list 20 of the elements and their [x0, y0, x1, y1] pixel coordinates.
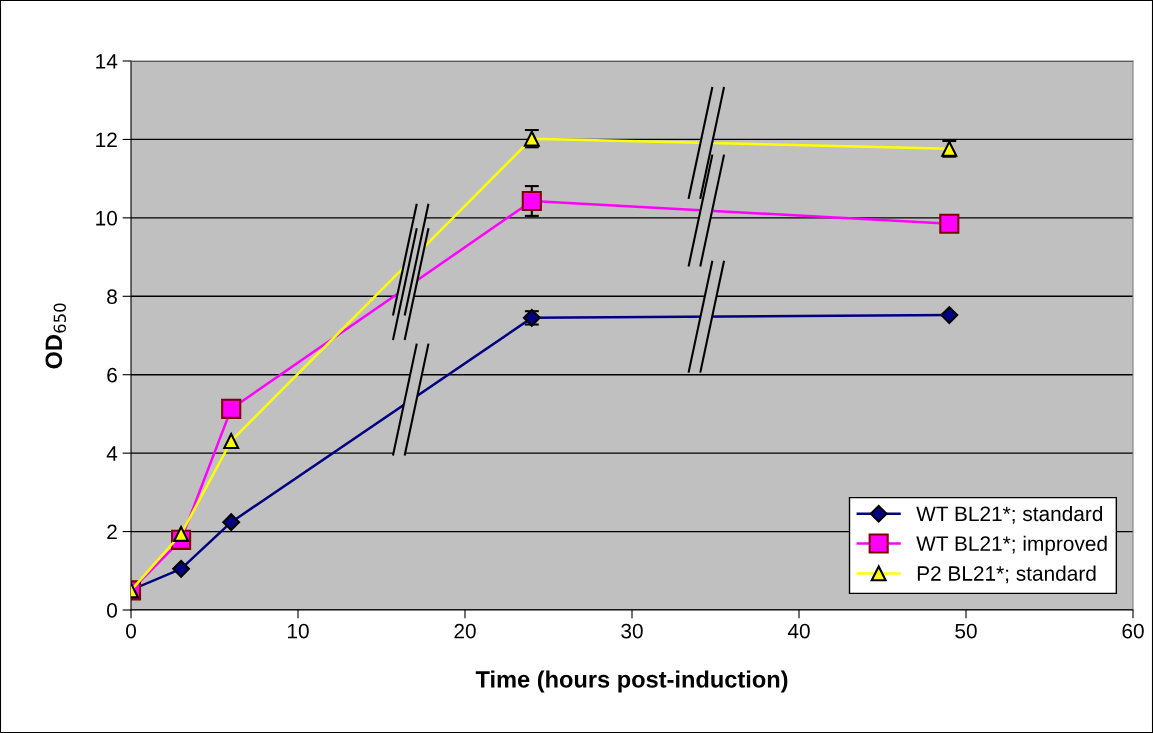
y-tick-label: 6	[107, 367, 117, 383]
y-tick-label: 2	[107, 524, 117, 540]
legend-label: WT BL21*; standard	[916, 505, 1103, 524]
x-tick-label: 40	[787, 623, 810, 639]
y-tick-label: 10	[96, 210, 117, 226]
x-axis-title: Time (hours post-induction)	[475, 670, 788, 693]
legend-label: WT BL21*; improved	[916, 535, 1107, 556]
y-tick-label: 0	[107, 603, 117, 618]
y-axis-title: OD$_{650}$	[45, 303, 67, 369]
y-tick-label: 8	[107, 289, 117, 305]
x-tick-label: 10	[288, 623, 309, 639]
x-tick-label: 60	[1122, 623, 1144, 639]
x-tick-label: 50	[955, 623, 977, 639]
x-tick-label: 20	[454, 623, 476, 639]
x-tick-label: 0	[126, 623, 136, 639]
x-tick-label: 30	[621, 623, 643, 639]
y-tick-label: 4	[106, 446, 118, 461]
legend-label: P2 BL21*; standard	[917, 565, 1096, 584]
y-tick-label: 12	[96, 132, 117, 147]
y-tick-label: 14	[96, 54, 118, 69]
